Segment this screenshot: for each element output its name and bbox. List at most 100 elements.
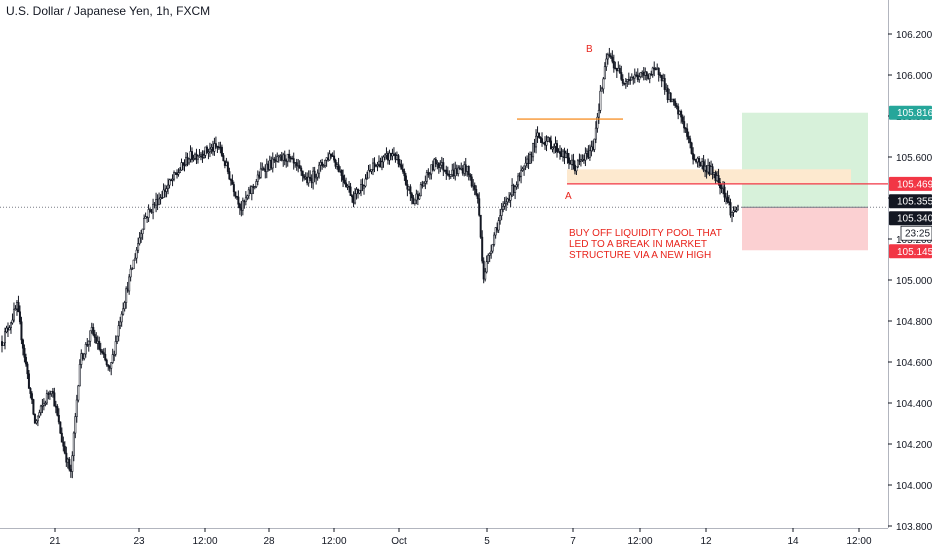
- candle: [12, 302, 15, 323]
- candle-body: [81, 353, 84, 359]
- candle-body: [99, 348, 102, 352]
- candle: [162, 183, 165, 199]
- candle: [665, 83, 668, 92]
- liquidity-pool-band: [567, 169, 851, 184]
- candle: [466, 165, 469, 177]
- candle: [267, 160, 270, 172]
- candle: [469, 173, 472, 181]
- candle-body: [633, 74, 636, 79]
- candle: [193, 152, 196, 161]
- candle: [102, 348, 105, 358]
- candle-body: [21, 339, 24, 349]
- candle-body: [573, 164, 576, 172]
- candle: [392, 147, 395, 157]
- candle: [506, 197, 509, 206]
- candle-body: [140, 233, 143, 239]
- price-tick-label: 106.000: [896, 71, 932, 82]
- candle-body: [496, 227, 499, 231]
- candle-body: [388, 152, 391, 161]
- candle-body: [66, 458, 69, 463]
- candle-body: [306, 176, 309, 184]
- candle-body: [129, 268, 132, 278]
- candle: [95, 332, 98, 344]
- candle-body: [548, 137, 551, 142]
- candle-body: [570, 159, 573, 165]
- candle-body: [620, 72, 623, 80]
- candle-body: [328, 153, 331, 161]
- candle-body: [524, 162, 527, 167]
- candle-body: [579, 159, 582, 162]
- candle: [591, 140, 594, 152]
- candle-body: [15, 302, 18, 310]
- candle-body: [505, 201, 508, 205]
- candle: [629, 76, 632, 85]
- candle: [705, 165, 708, 179]
- current-price-badge: 105.355: [889, 194, 932, 209]
- candle-body: [692, 153, 695, 160]
- candle-body: [443, 169, 446, 172]
- candle: [0, 335, 3, 353]
- candle-body: [599, 90, 602, 111]
- candle-body: [186, 156, 189, 164]
- candle-body: [654, 68, 657, 71]
- candle-body: [451, 169, 454, 175]
- candle: [566, 148, 569, 164]
- candle-body: [134, 257, 137, 261]
- candle-body: [0, 341, 3, 346]
- candle: [15, 300, 18, 316]
- candle: [216, 145, 219, 153]
- candle-body: [264, 169, 267, 172]
- candle-body: [137, 243, 140, 251]
- candle: [602, 77, 605, 94]
- candle: [129, 264, 132, 282]
- candle-body: [707, 165, 710, 173]
- candle: [243, 199, 246, 209]
- candle: [138, 232, 141, 246]
- candle: [699, 161, 702, 167]
- candle-body: [719, 182, 722, 189]
- candle: [152, 198, 155, 220]
- candle-body: [71, 455, 74, 472]
- time-tick-label: Oct: [391, 536, 407, 547]
- candle: [544, 136, 547, 150]
- candle-body: [54, 405, 57, 408]
- candle-body: [433, 158, 436, 171]
- candle: [656, 63, 659, 70]
- candle: [29, 387, 32, 399]
- candle: [692, 147, 695, 165]
- candle: [328, 150, 331, 161]
- candle-body: [147, 209, 150, 218]
- candle-body: [131, 268, 134, 271]
- candle-body: [222, 155, 225, 162]
- candle-body: [116, 335, 119, 342]
- candle: [463, 161, 466, 177]
- candle-body: [307, 176, 310, 184]
- candle-body: [659, 74, 662, 77]
- candle-body: [431, 164, 434, 171]
- candle: [545, 135, 548, 152]
- candle-body: [26, 363, 29, 375]
- candle: [66, 457, 69, 469]
- candle: [131, 267, 134, 271]
- candle: [228, 167, 231, 180]
- candle: [567, 153, 570, 170]
- candle-body: [342, 175, 345, 181]
- candle: [599, 85, 602, 114]
- candle: [403, 168, 406, 181]
- candle-body: [340, 169, 343, 176]
- candle-body: [90, 327, 93, 332]
- candle: [530, 151, 533, 164]
- candle: [50, 390, 53, 397]
- candle-body: [373, 162, 376, 166]
- candle: [65, 446, 68, 467]
- candle-body: [535, 135, 538, 148]
- candle: [485, 255, 488, 274]
- candle-body: [5, 327, 8, 333]
- candle-body: [107, 364, 110, 367]
- candle: [324, 159, 327, 169]
- candle: [605, 53, 608, 71]
- candle-body: [339, 169, 342, 172]
- candle: [312, 166, 315, 190]
- candle: [654, 67, 657, 71]
